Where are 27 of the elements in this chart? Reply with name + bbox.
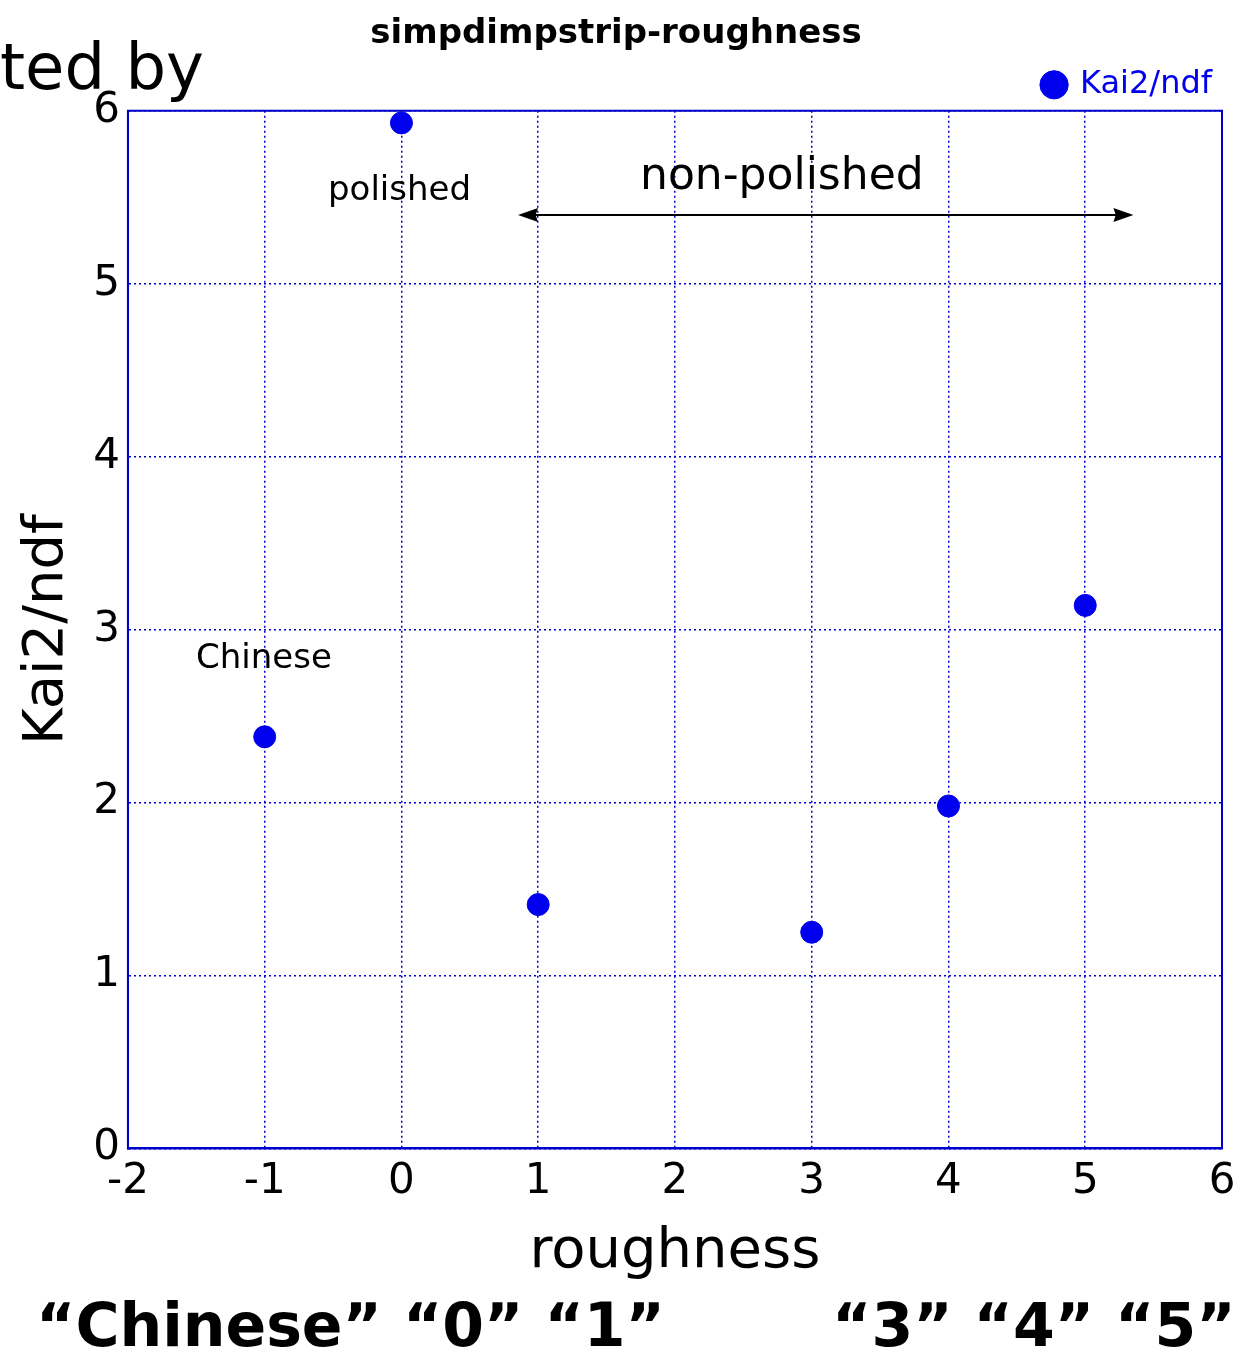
- y-tick-label: 3: [93, 601, 120, 651]
- x-tick-label: -1: [243, 1153, 286, 1203]
- x-tick-label: 6: [1208, 1153, 1236, 1203]
- y-tick-label: 4: [93, 428, 120, 478]
- x-tick-label: 5: [1071, 1153, 1099, 1203]
- x-tick-label: 0: [388, 1153, 415, 1203]
- x-axis-title: roughness: [529, 1214, 821, 1280]
- point: [526, 893, 550, 917]
- y-tick-label: 1: [93, 947, 120, 997]
- x-tick-label: 3: [798, 1153, 826, 1203]
- x-tick-label: 2: [661, 1153, 689, 1203]
- point: [800, 920, 824, 944]
- point: [389, 111, 413, 135]
- y-tick-label: 5: [93, 255, 120, 305]
- y-axis-title: Kai2/ndf: [10, 512, 76, 746]
- text: “Chinese” “0” “1” “3” “4” “5”: [36, 1290, 1236, 1360]
- chart-title: simpdimpstrip-roughness: [370, 11, 862, 52]
- point: [253, 725, 277, 749]
- x-tick-label: 1: [524, 1153, 552, 1203]
- annotation: Chinese: [196, 636, 332, 676]
- x-tick-label: 4: [935, 1153, 962, 1203]
- point: [1073, 593, 1097, 617]
- annotation: polished: [328, 168, 472, 208]
- annotation: non-polished: [640, 148, 924, 199]
- y-tick-label: 2: [93, 774, 120, 824]
- point: [936, 794, 960, 818]
- legend-label: Kai2/ndf: [1080, 63, 1213, 102]
